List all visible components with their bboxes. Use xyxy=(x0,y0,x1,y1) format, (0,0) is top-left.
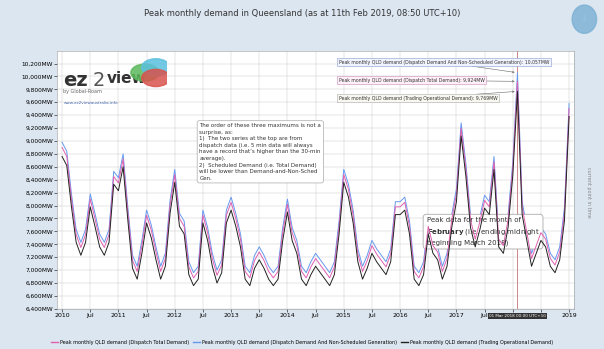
Text: Peak monthly demand in Queensland (as at 11th Feb 2019, 08:50 UTC+10): Peak monthly demand in Queensland (as at… xyxy=(144,9,460,18)
Text: ez: ez xyxy=(63,70,88,90)
Text: 2: 2 xyxy=(93,70,105,90)
Circle shape xyxy=(572,5,597,34)
Text: Peak monthly QLD demand (Dispatch Total Demand): 9,924MW: Peak monthly QLD demand (Dispatch Total … xyxy=(339,78,514,83)
Text: ↓: ↓ xyxy=(580,14,589,24)
Text: current point in time: current point in time xyxy=(586,166,591,217)
Text: Peak data for the month of
$\bf{February}$ (i.e. ending midnight
beginning March: Peak data for the month of $\bf{February… xyxy=(426,217,539,245)
Text: www.ez2viewaustralia.info: www.ez2viewaustralia.info xyxy=(63,101,118,104)
Text: The order of these three maximums is not a
surprise, as:
1)  The two series at t: The order of these three maximums is not… xyxy=(199,123,321,181)
Circle shape xyxy=(142,59,170,76)
Text: by Global-Roam: by Global-Roam xyxy=(63,89,102,94)
Circle shape xyxy=(142,69,170,87)
Text: Peak monthly QLD demand (Trading Operational Demand): 9,769MW: Peak monthly QLD demand (Trading Operati… xyxy=(339,91,514,101)
Circle shape xyxy=(131,64,159,81)
Text: 01 Mar 2018 00:00 UTC+10: 01 Mar 2018 00:00 UTC+10 xyxy=(489,314,546,318)
Text: Peak monthly QLD demand (Dispatch Demand And Non-Scheduled Generation): 10,057MW: Peak monthly QLD demand (Dispatch Demand… xyxy=(339,60,549,73)
Text: view: view xyxy=(107,70,147,86)
Legend: Peak monthly QLD demand (Dispatch Total Demand), Peak monthly QLD demand (Dispat: Peak monthly QLD demand (Dispatch Total … xyxy=(49,338,555,347)
